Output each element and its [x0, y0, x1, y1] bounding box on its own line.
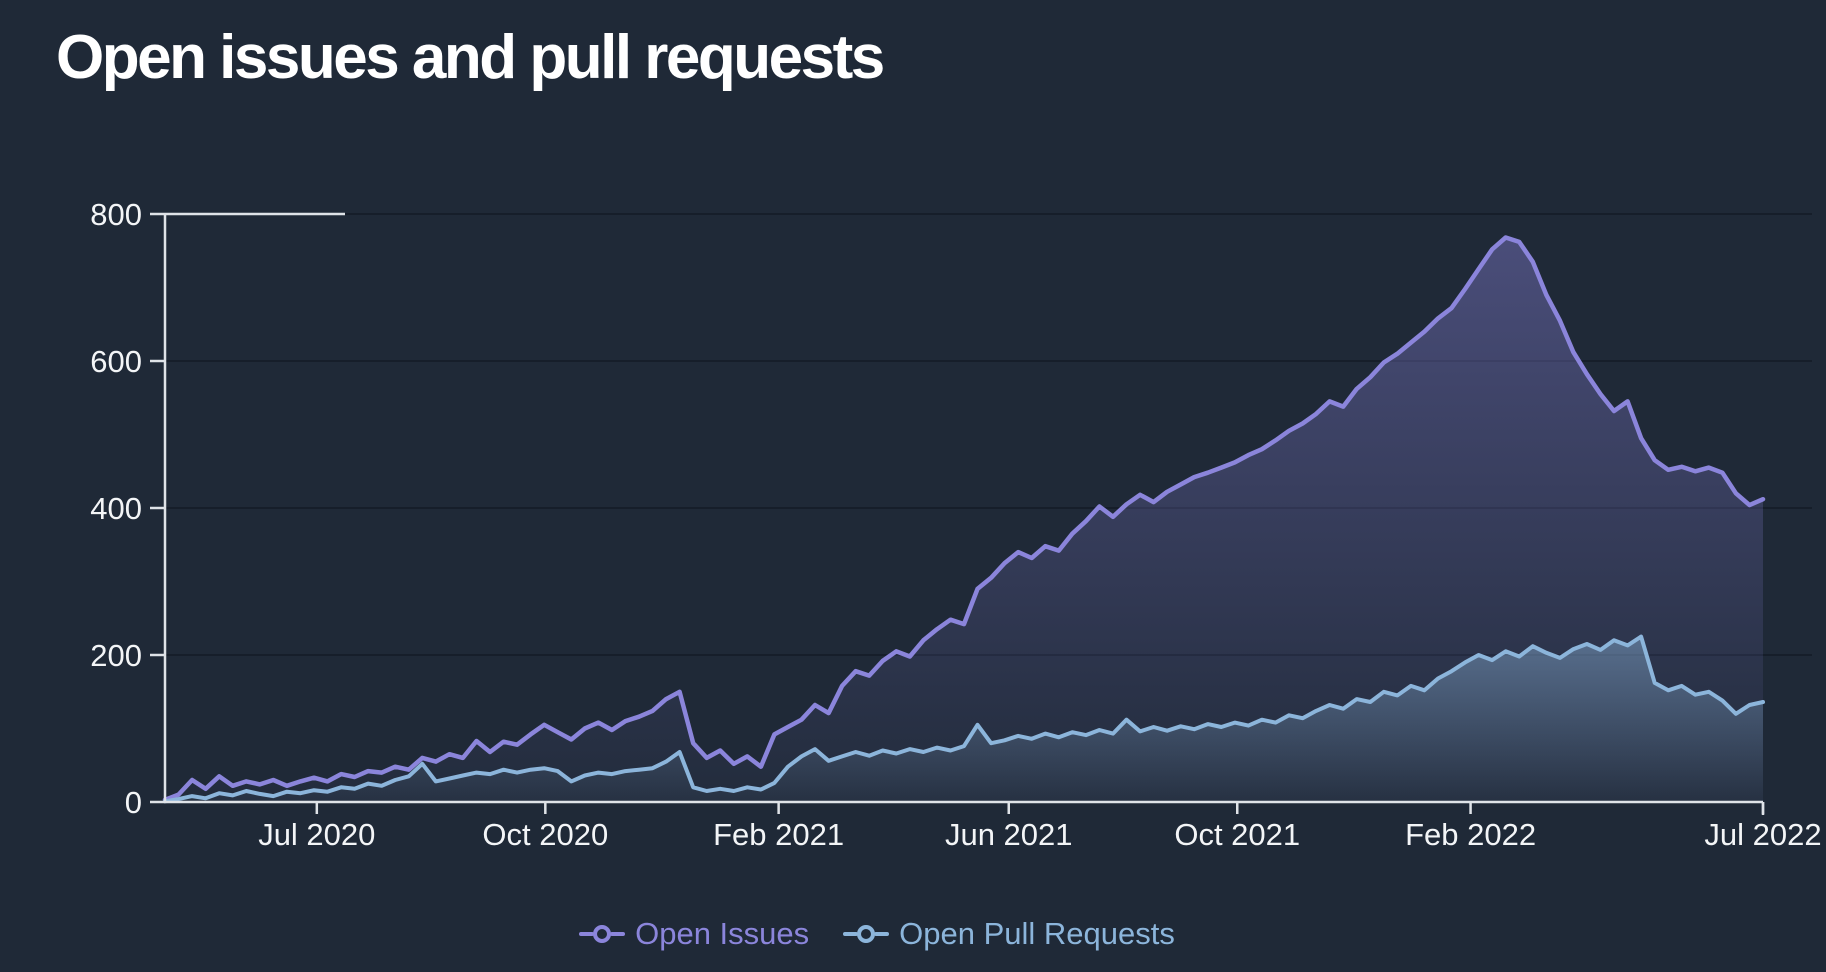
y-tick-label: 600: [90, 344, 142, 379]
legend-label-open-issues: Open Issues: [635, 916, 810, 951]
x-tick-label: Feb 2021: [713, 817, 844, 852]
x-tick-label: Jul 2022: [1704, 817, 1821, 852]
y-tick-label: 200: [90, 638, 142, 673]
legend-item-open-pull-requests[interactable]: Open Pull Requests: [843, 916, 1175, 952]
chart-title: Open issues and pull requests: [56, 23, 885, 92]
y-tick-label: 0: [125, 785, 142, 820]
x-tick-label: Jun 2021: [945, 817, 1073, 852]
x-tick-label: Feb 2022: [1405, 817, 1536, 852]
x-tick-label: Jul 2020: [258, 817, 375, 852]
y-tick-label: 800: [90, 197, 142, 232]
axes: [150, 212, 1765, 815]
legend-item-open-issues[interactable]: Open Issues: [579, 916, 809, 952]
axis-labels: 0 200 400 600 800 Jul 2020 Oct 2020 Feb 2021 Jun…: [90, 197, 1821, 852]
open-pull-requests-line: [163, 634, 1765, 804]
open-pull-requests-legend-marker-icon: [843, 925, 890, 943]
x-tick-label: Oct 2020: [482, 817, 608, 852]
open-issues-area: [165, 237, 1763, 801]
open-issues-legend-marker-icon: [579, 925, 626, 943]
y-tick-label: 400: [90, 491, 142, 526]
chart-legend: Open Issues Open Pull Requests: [0, 916, 1790, 952]
legend-label-open-pull-requests: Open Pull Requests: [899, 916, 1175, 951]
x-tick-label: Oct 2021: [1174, 817, 1300, 852]
open-pull-requests-area: [165, 636, 1763, 802]
open-issues-line: [162, 235, 1766, 803]
